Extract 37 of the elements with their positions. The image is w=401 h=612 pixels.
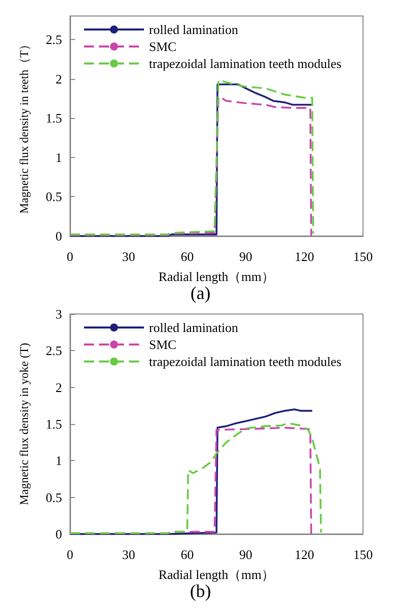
y-tick-label: 0 bbox=[56, 228, 62, 244]
y-tick-label: 1.5 bbox=[46, 416, 62, 432]
x-tick-label: 150 bbox=[353, 547, 373, 562]
y-tick-label: 3 bbox=[56, 306, 62, 322]
legend-label: trapezoidal lamination teeth modules bbox=[149, 354, 342, 369]
y-tick-label: 2 bbox=[56, 380, 62, 395]
y-tick-label: 0.5 bbox=[46, 189, 62, 204]
x-tick-label: 30 bbox=[122, 249, 136, 264]
y-tick-label: 2.5 bbox=[46, 32, 62, 48]
y-tick-label: 2 bbox=[56, 71, 62, 86]
x-tick-label: 60 bbox=[180, 249, 194, 264]
y-tick-label: 1 bbox=[56, 150, 62, 165]
y-axis-title: Magnetic flux density in teeth（T） bbox=[17, 38, 31, 214]
x-tick-label: 150 bbox=[353, 249, 373, 264]
x-tick-label: 60 bbox=[180, 547, 194, 562]
legend-label: SMC bbox=[149, 39, 176, 54]
x-tick-label: 30 bbox=[122, 547, 136, 562]
text: (b) bbox=[190, 581, 212, 601]
x-tick-label: 0 bbox=[66, 249, 74, 264]
x-tick-label: 120 bbox=[294, 547, 314, 562]
x-tick-label: 90 bbox=[239, 547, 252, 562]
legend-label: rolled lamination bbox=[149, 320, 239, 335]
x-tick-label: 120 bbox=[294, 249, 314, 264]
x-axis-title: Radial length（mm） bbox=[158, 269, 274, 284]
y-axis-title: Magnetic flux density in yoke (T) bbox=[17, 342, 31, 506]
text: (a) bbox=[190, 283, 210, 303]
y-tick-label: 1.5 bbox=[46, 110, 62, 126]
legend-label: SMC bbox=[149, 337, 176, 352]
x-axis-title: Radial length（mm） bbox=[158, 567, 274, 582]
y-tick-label: 2.5 bbox=[46, 343, 62, 358]
legend-label: rolled lamination bbox=[149, 22, 239, 37]
legend-label: trapezoidal lamination teeth modules bbox=[149, 56, 342, 71]
x-tick-label: 90 bbox=[239, 249, 252, 264]
y-tick-label: 0 bbox=[56, 526, 62, 542]
x-tick-label: 0 bbox=[66, 547, 74, 562]
y-tick-label: 0.5 bbox=[46, 490, 62, 505]
y-tick-label: 1 bbox=[56, 453, 62, 468]
